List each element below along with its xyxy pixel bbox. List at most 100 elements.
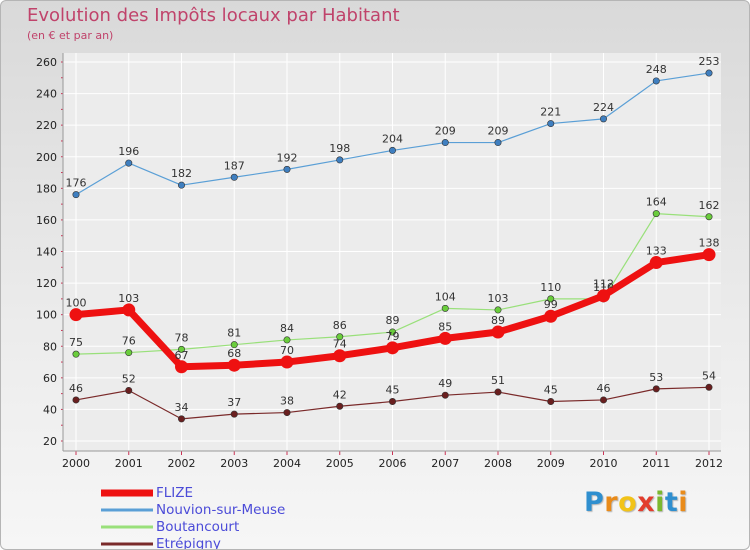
- data-label: 196: [118, 145, 139, 158]
- data-point: [705, 383, 713, 391]
- data-point: [544, 309, 558, 323]
- data-point: [649, 256, 663, 270]
- data-label: 46: [597, 382, 611, 395]
- legend-swatch-nouvion: [101, 508, 153, 512]
- y-tick-label: 200: [36, 151, 57, 164]
- data-label: 54: [702, 369, 716, 382]
- x-tick-label: 2006: [379, 457, 407, 470]
- data-label: 70: [280, 344, 294, 357]
- data-label: 81: [227, 327, 241, 340]
- legend-swatch-flize: [101, 489, 153, 497]
- data-point: [230, 410, 238, 418]
- y-tick-label: 160: [36, 214, 57, 227]
- data-point: [283, 409, 291, 417]
- data-label: 89: [491, 314, 505, 327]
- data-label: 34: [175, 401, 189, 414]
- data-label: 78: [175, 331, 189, 344]
- data-point: [72, 396, 80, 404]
- y-tick-label: 240: [36, 88, 57, 101]
- legend-item-flize: FLIZE: [101, 485, 285, 502]
- data-label: 248: [646, 63, 667, 76]
- data-label: 85: [438, 320, 452, 333]
- x-tick-label: 2007: [431, 457, 459, 470]
- y-tick-label: 40: [43, 403, 57, 416]
- data-point: [122, 303, 136, 317]
- data-point: [491, 325, 505, 339]
- legend-item-nouvion: Nouvion-sur-Meuse: [101, 502, 285, 519]
- data-label: 253: [699, 55, 720, 68]
- data-point: [125, 386, 133, 394]
- data-label: 67: [175, 349, 189, 362]
- data-label: 133: [646, 245, 667, 258]
- data-point: [69, 308, 83, 322]
- data-point: [705, 69, 713, 77]
- y-tick-label: 60: [43, 372, 57, 385]
- data-label: 45: [386, 384, 400, 397]
- data-label: 221: [540, 106, 561, 119]
- data-label: 187: [224, 159, 245, 172]
- data-point: [494, 306, 502, 314]
- legend-label-etrepigny: Etrépigny: [156, 536, 221, 550]
- chart-title: Evolution des Impôts locaux par Habitant: [27, 5, 400, 26]
- x-tick-label: 2012: [695, 457, 723, 470]
- legend-label-nouvion: Nouvion-sur-Meuse: [156, 502, 286, 518]
- data-label: 176: [66, 177, 87, 190]
- x-tick-label: 2001: [115, 457, 143, 470]
- data-label: 182: [171, 167, 192, 180]
- data-point: [336, 402, 344, 410]
- data-point: [599, 396, 607, 404]
- data-point: [125, 159, 133, 167]
- x-tick-label: 2011: [642, 457, 670, 470]
- data-point: [178, 345, 186, 353]
- data-point: [125, 349, 133, 357]
- data-label: 75: [69, 336, 83, 349]
- data-point: [386, 341, 399, 355]
- y-tick-label: 100: [36, 309, 57, 322]
- data-point: [388, 398, 396, 406]
- x-tick-label: 2004: [273, 457, 301, 470]
- data-label: 164: [646, 196, 667, 209]
- data-label: 46: [69, 382, 83, 395]
- data-label: 45: [544, 384, 558, 397]
- chart-subtitle: (en € et par an): [27, 29, 114, 42]
- data-label: 89: [386, 314, 400, 327]
- data-point: [652, 385, 660, 393]
- y-tick-label: 20: [43, 435, 57, 448]
- data-point: [280, 355, 294, 369]
- proxiti-logo: Proxiti: [584, 487, 689, 518]
- x-tick-label: 2002: [168, 457, 196, 470]
- data-label: 86: [333, 319, 347, 332]
- data-label: 79: [386, 330, 400, 343]
- legend-swatch-boutancourt: [101, 525, 153, 529]
- data-label: 192: [277, 151, 298, 164]
- data-point: [175, 360, 188, 374]
- data-point: [599, 115, 607, 123]
- data-label: 104: [435, 290, 456, 303]
- data-label: 42: [333, 388, 347, 401]
- data-point: [178, 181, 186, 189]
- y-tick-label: 140: [36, 246, 57, 259]
- data-label: 49: [438, 377, 452, 390]
- data-point: [705, 213, 713, 221]
- data-point: [652, 77, 660, 85]
- x-tick-label: 2005: [326, 457, 354, 470]
- data-label: 37: [227, 396, 241, 409]
- legend-item-boutancourt: Boutancourt: [101, 519, 285, 536]
- data-label: 103: [488, 292, 509, 305]
- data-point: [441, 139, 449, 147]
- data-label: 224: [593, 101, 614, 114]
- data-point: [494, 388, 502, 396]
- legend: FLIZE Nouvion-sur-Meuse Boutancourt Etré…: [101, 485, 285, 550]
- data-point: [597, 289, 610, 303]
- y-tick-label: 220: [36, 119, 57, 132]
- data-point: [336, 156, 344, 164]
- legend-label-boutancourt: Boutancourt: [156, 519, 240, 535]
- data-label: 110: [540, 281, 561, 294]
- y-tick-label: 260: [36, 56, 57, 69]
- data-label: 76: [122, 335, 136, 348]
- data-point: [178, 415, 186, 423]
- data-label: 74: [333, 338, 347, 351]
- data-point: [72, 191, 80, 199]
